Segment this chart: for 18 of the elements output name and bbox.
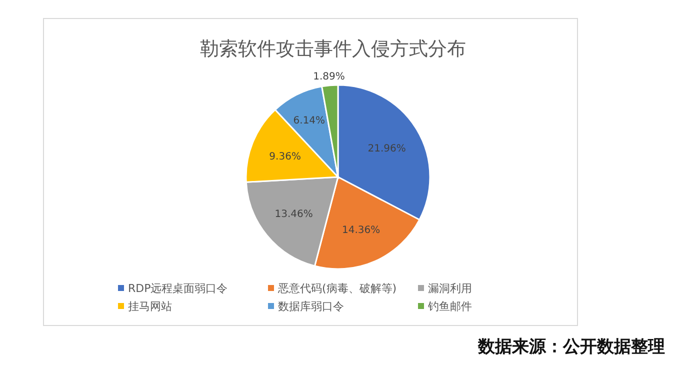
legend-label: 数据库弱口令 xyxy=(278,300,344,313)
data-label: 14.36% xyxy=(342,225,380,236)
chart-title: 勒索软件攻击事件入侵方式分布 xyxy=(200,38,466,60)
pie-slice xyxy=(337,84,431,221)
pie-slice xyxy=(314,176,420,270)
data-label: 1.89% xyxy=(313,71,345,82)
legend-label: 恶意代码(病毒、破解等) xyxy=(277,282,397,295)
data-label: 13.46% xyxy=(274,209,313,220)
pie-slice xyxy=(245,176,339,267)
data-label: 9.36% xyxy=(269,152,301,163)
legend-label: 漏洞利用 xyxy=(428,282,472,295)
data-label: 21.96% xyxy=(368,143,406,154)
data-label: 6.14% xyxy=(293,115,326,126)
legend-label: RDP远程桌面弱口令 xyxy=(128,282,228,295)
pie-slice xyxy=(245,109,339,183)
source-note: 数据来源：公开数据整理 xyxy=(477,337,665,357)
legend-label: 挂马网站 xyxy=(128,300,172,313)
legend-label: 钓鱼邮件 xyxy=(427,300,472,313)
